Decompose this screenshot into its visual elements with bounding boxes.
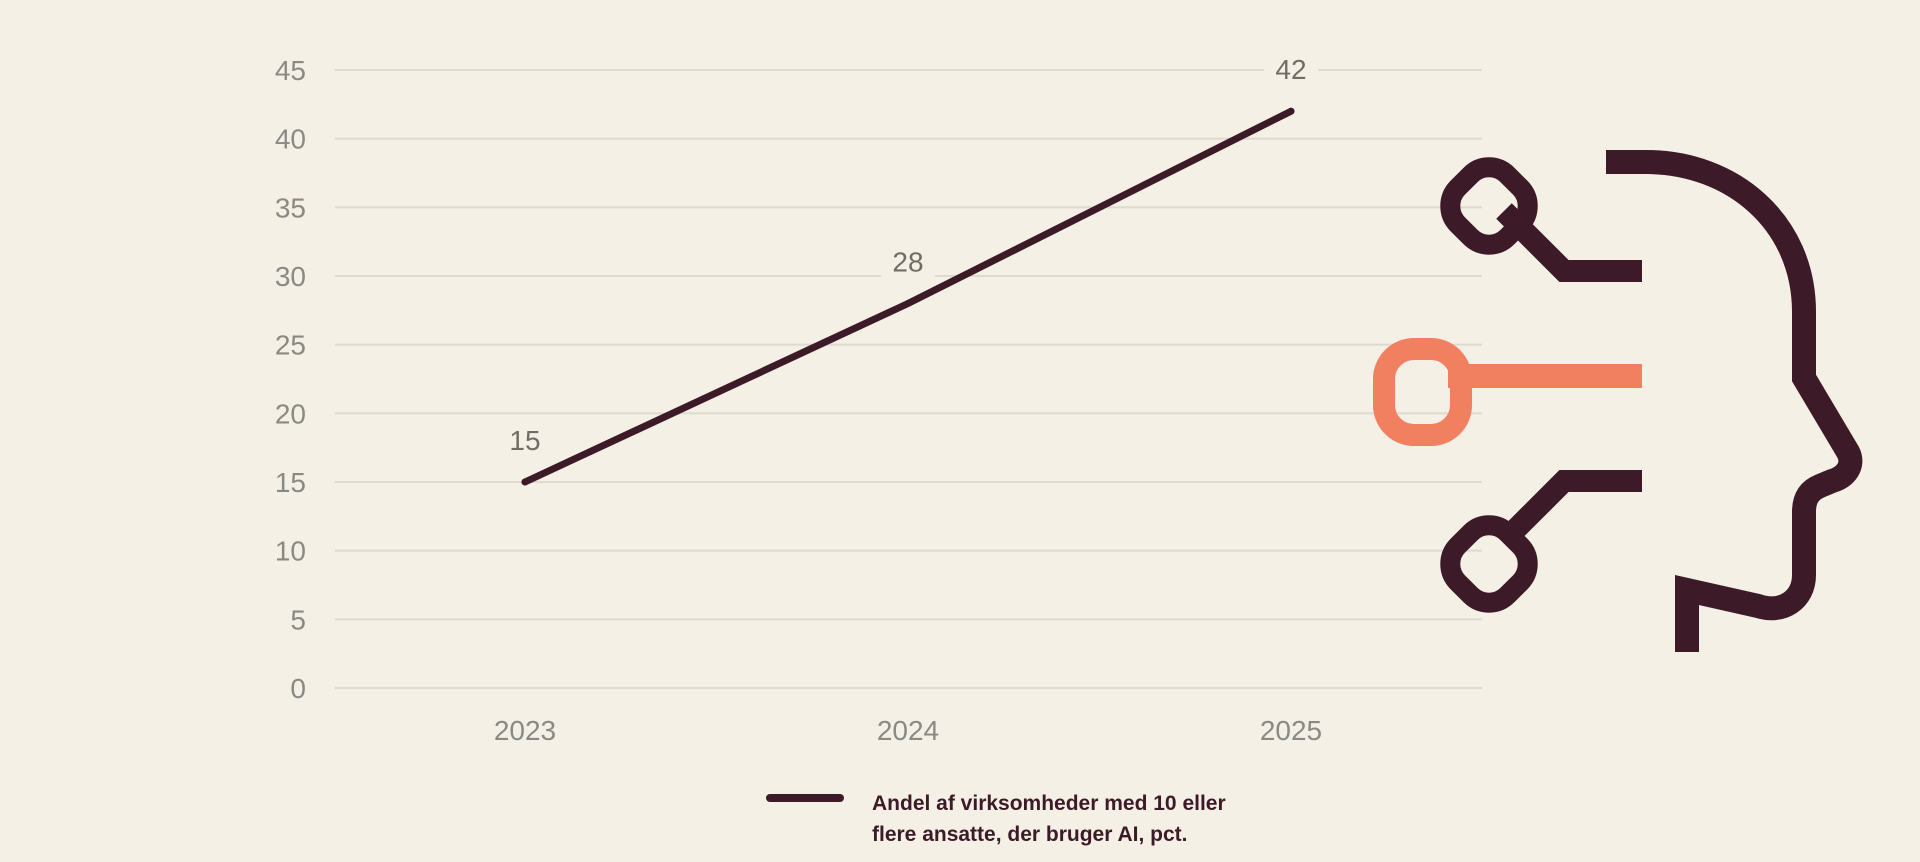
data-label: 15	[509, 425, 540, 456]
gridlines	[335, 69, 1482, 689]
data-point	[1287, 107, 1295, 115]
bottom-node-icon	[1496, 470, 1642, 549]
x-tick-label: 2024	[877, 715, 939, 746]
legend-label-line-1: Andel af virksomheder med 10 eller	[872, 792, 1226, 815]
data-label: 42	[1275, 54, 1306, 85]
legend-label: Andel af virksomheder med 10 eller flere…	[872, 788, 1252, 850]
y-tick-label: 40	[275, 124, 306, 155]
data-label-bg	[1264, 49, 1318, 90]
y-tick-label: 0	[290, 673, 306, 704]
data-labels: 15 28 42	[498, 49, 1318, 460]
y-tick-label: 15	[275, 467, 306, 498]
data-label: 28	[892, 246, 923, 277]
head-outline-icon	[1606, 150, 1863, 652]
data-point	[904, 299, 912, 307]
ai-head-icon	[1373, 150, 1863, 652]
data-label-bg	[498, 420, 552, 460]
series-layer	[521, 107, 1295, 486]
y-tick-label: 35	[275, 192, 306, 223]
x-tick-label: 2025	[1260, 715, 1322, 746]
y-tick-label: 10	[275, 536, 306, 567]
y-tick-label: 25	[275, 330, 306, 361]
y-tick-label: 30	[275, 261, 306, 292]
y-axis: 0 5 10 15 20 25 30 35 40 45	[275, 55, 306, 704]
x-axis: 2023 2024 2025	[494, 715, 1322, 746]
legend-label-line-2: flere ansatte, der bruger AI, pct.	[872, 823, 1188, 846]
y-tick-label: 45	[275, 55, 306, 86]
legend: Andel af virksomheder med 10 eller flere…	[766, 788, 1252, 850]
series-line	[521, 107, 1295, 486]
legend-swatch	[766, 794, 844, 802]
y-tick-label: 20	[275, 398, 306, 429]
data-point	[521, 478, 529, 486]
x-tick-label: 2023	[494, 715, 556, 746]
data-label-bg	[881, 241, 935, 282]
y-tick-label: 5	[290, 604, 306, 635]
